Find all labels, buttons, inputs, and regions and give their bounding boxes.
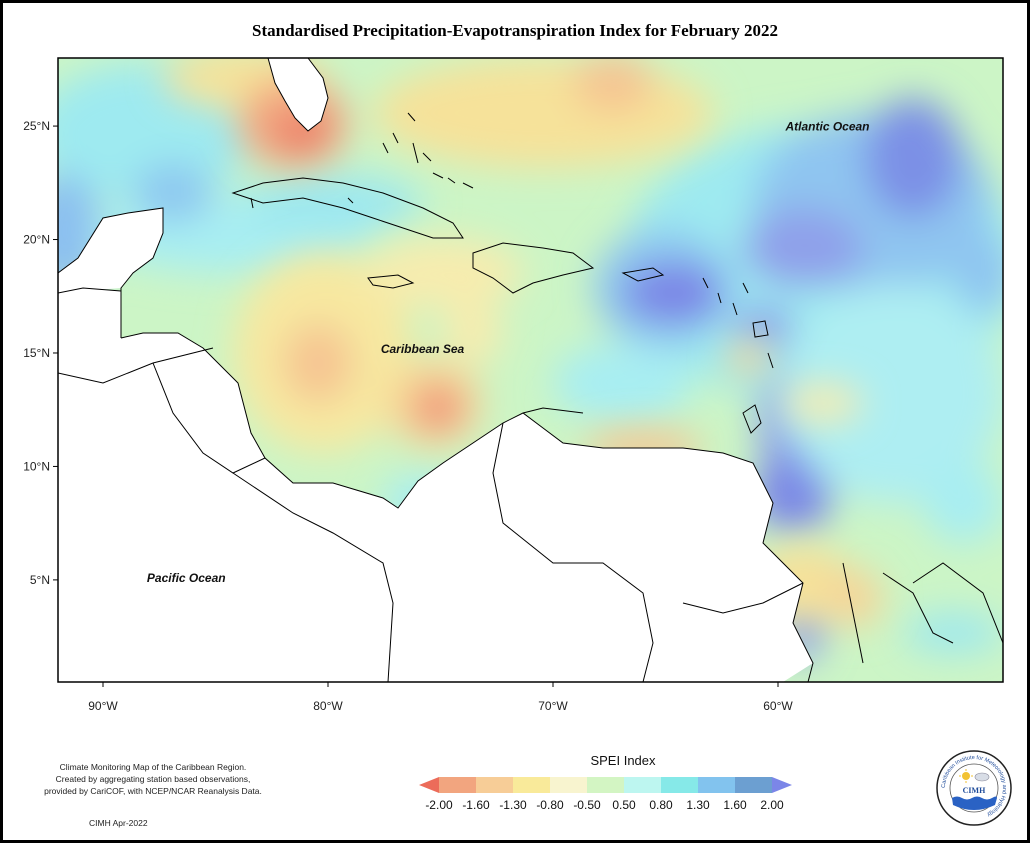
cimh-logo: Caribbean Institute for Meteorology and … xyxy=(936,750,1012,826)
legend-swatch xyxy=(587,777,624,793)
spei-field: Atlantic Ocean Caribbean Sea Pacific Ocean xyxy=(58,58,1003,682)
cloud-icon xyxy=(974,772,990,782)
spei-map: Atlantic Ocean Caribbean Sea Pacific Ocean… xyxy=(23,57,1004,713)
legend-tick-label: 2.00 xyxy=(760,798,784,812)
legend-swatch xyxy=(476,777,513,793)
credits-text: Climate Monitoring Map of the Caribbean … xyxy=(23,761,283,797)
legend-tick-label: 1.60 xyxy=(723,798,747,812)
y-tick-label: 25°N xyxy=(23,119,50,133)
legend-tick-label: -0.80 xyxy=(536,798,564,812)
legend-tick-label: -0.50 xyxy=(573,798,601,812)
coastlines xyxy=(58,58,1003,682)
legend-tick-label: -2.00 xyxy=(425,798,453,812)
legend-swatch xyxy=(419,777,439,793)
legend-swatch xyxy=(624,777,661,793)
legend-tick-label: -1.60 xyxy=(462,798,490,812)
x-tick-label: 60°W xyxy=(763,699,793,713)
legend-swatch xyxy=(772,777,792,793)
legend-swatch xyxy=(735,777,772,793)
waves-icon xyxy=(952,796,997,810)
legend-swatch xyxy=(439,777,476,793)
plot-border xyxy=(57,57,1004,683)
ocean-label: Atlantic Ocean xyxy=(784,120,869,134)
legend-title: SPEI Index xyxy=(590,753,656,768)
map-title: Standardised Precipitation-Evapotranspir… xyxy=(252,21,778,40)
x-tick-label: 80°W xyxy=(313,699,343,713)
y-tick-label: 20°N xyxy=(23,233,50,247)
legend-tick-label: -1.30 xyxy=(499,798,527,812)
x-tick-label: 70°W xyxy=(538,699,568,713)
legend-colorbar: -2.00 -1.60 -1.30 -0.80 -0.50 0.50 0.80 1.30 1.6… xyxy=(419,777,792,812)
legend-swatch xyxy=(513,777,550,793)
sun-icon xyxy=(962,772,970,780)
legend-swatch xyxy=(698,777,735,793)
y-tick-label: 5°N xyxy=(30,573,50,587)
axis-ticks: 90°W 80°W 70°W 60°W 25°N 20°N 15°N 10°N 5°N xyxy=(23,119,793,713)
credits-line: provided by CariCOF, with NCEP/NCAR Rean… xyxy=(44,786,262,796)
legend-tick-label: 0.80 xyxy=(649,798,673,812)
y-tick-label: 15°N xyxy=(23,346,50,360)
ocean-label: Caribbean Sea xyxy=(381,342,465,356)
legend-swatch xyxy=(550,777,587,793)
credits-date: CIMH Apr-2022 xyxy=(89,818,148,828)
ocean-label: Pacific Ocean xyxy=(147,571,226,585)
land-mask xyxy=(58,58,813,682)
legend-swatch xyxy=(661,777,698,793)
y-tick-label: 10°N xyxy=(23,459,50,473)
credits-line: Climate Monitoring Map of the Caribbean … xyxy=(59,762,247,772)
legend-tick-label: 0.50 xyxy=(612,798,636,812)
credits-line: Created by aggregating station based obs… xyxy=(55,774,251,784)
logo-acronym: CIMH xyxy=(963,786,986,795)
map-labels: Atlantic Ocean Caribbean Sea Pacific Ocean xyxy=(147,120,870,586)
legend-tick-label: 1.30 xyxy=(686,798,710,812)
x-tick-label: 90°W xyxy=(88,699,118,713)
